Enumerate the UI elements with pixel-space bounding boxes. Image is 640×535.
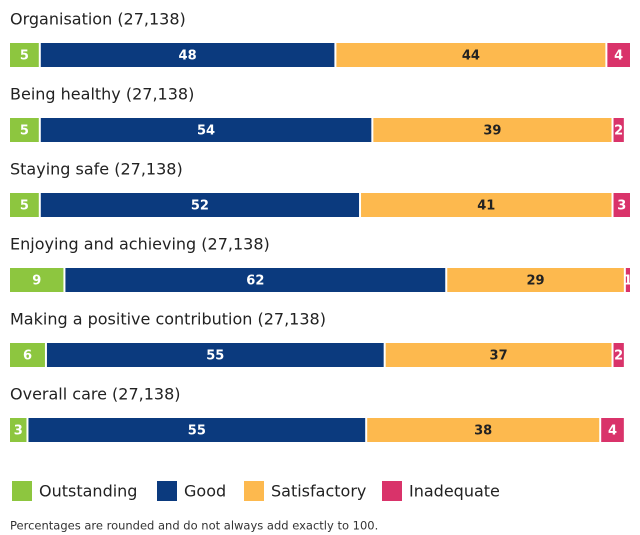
bar-segment — [373, 118, 612, 142]
footnote: Percentages are rounded and do not alway… — [10, 519, 378, 533]
bar-segment — [607, 43, 630, 67]
segment-label: 4 — [608, 424, 617, 439]
segment-label: 39 — [483, 124, 501, 139]
legend-label: Inadequate — [409, 482, 500, 501]
segment-label: 48 — [179, 49, 197, 64]
bar-segment — [10, 418, 27, 442]
legend-label: Satisfactory — [271, 482, 366, 501]
category-label: Organisation (27,138) — [10, 10, 186, 29]
bar-segment — [10, 193, 39, 217]
segment-label: 62 — [246, 274, 264, 289]
segment-label: 3 — [617, 199, 626, 214]
segment-label: 29 — [526, 274, 544, 289]
segment-label: 1 — [623, 274, 632, 289]
legend-label: Outstanding — [39, 482, 137, 501]
legend-swatch — [244, 481, 264, 501]
segment-label: 5 — [20, 199, 29, 214]
bar-segment — [28, 418, 366, 442]
bar-segment — [613, 118, 624, 142]
legend-swatch — [382, 481, 402, 501]
segment-label: 5 — [20, 49, 29, 64]
bar-segment — [46, 343, 384, 367]
bar-segment — [447, 268, 624, 292]
segment-label: 9 — [32, 274, 41, 289]
category-label: Enjoying and achieving (27,138) — [10, 235, 270, 254]
category-label: Being healthy (27,138) — [10, 85, 194, 104]
category-label: Making a positive contribution (27,138) — [10, 310, 326, 329]
bar-segment — [10, 43, 39, 67]
segment-label: 52 — [191, 199, 209, 214]
bar-segment — [601, 418, 624, 442]
segment-label: 54 — [197, 124, 215, 139]
category-label: Overall care (27,138) — [10, 385, 181, 404]
bar-segment — [40, 193, 360, 217]
segment-label: 5 — [20, 124, 29, 139]
bar-segment — [10, 343, 45, 367]
segment-label: 6 — [23, 349, 32, 364]
bar-segment — [367, 418, 600, 442]
bar-segment — [336, 43, 606, 67]
bar-segment — [10, 268, 64, 292]
segment-label: 44 — [462, 49, 480, 64]
legend-swatch — [12, 481, 32, 501]
segment-label: 38 — [474, 424, 492, 439]
segment-label: 3 — [14, 424, 23, 439]
bar-segment — [65, 268, 446, 292]
segment-label: 2 — [614, 349, 623, 364]
bar-segment — [40, 43, 335, 67]
bar-segment — [10, 118, 39, 142]
category-label: Staying safe (27,138) — [10, 160, 183, 179]
bar-segment — [613, 343, 624, 367]
bar-segment — [385, 343, 612, 367]
legend-swatch — [157, 481, 177, 501]
segment-label: 41 — [477, 199, 495, 214]
segment-label: 2 — [614, 124, 623, 139]
segment-label: 37 — [490, 349, 508, 364]
segment-label: 4 — [614, 49, 623, 64]
legend-label: Good — [184, 482, 226, 501]
bar-segment — [361, 193, 612, 217]
segment-label: 55 — [188, 424, 206, 439]
segment-label: 55 — [206, 349, 224, 364]
bar-segment — [40, 118, 372, 142]
bar-segment — [625, 268, 630, 292]
bar-segment — [613, 193, 630, 217]
